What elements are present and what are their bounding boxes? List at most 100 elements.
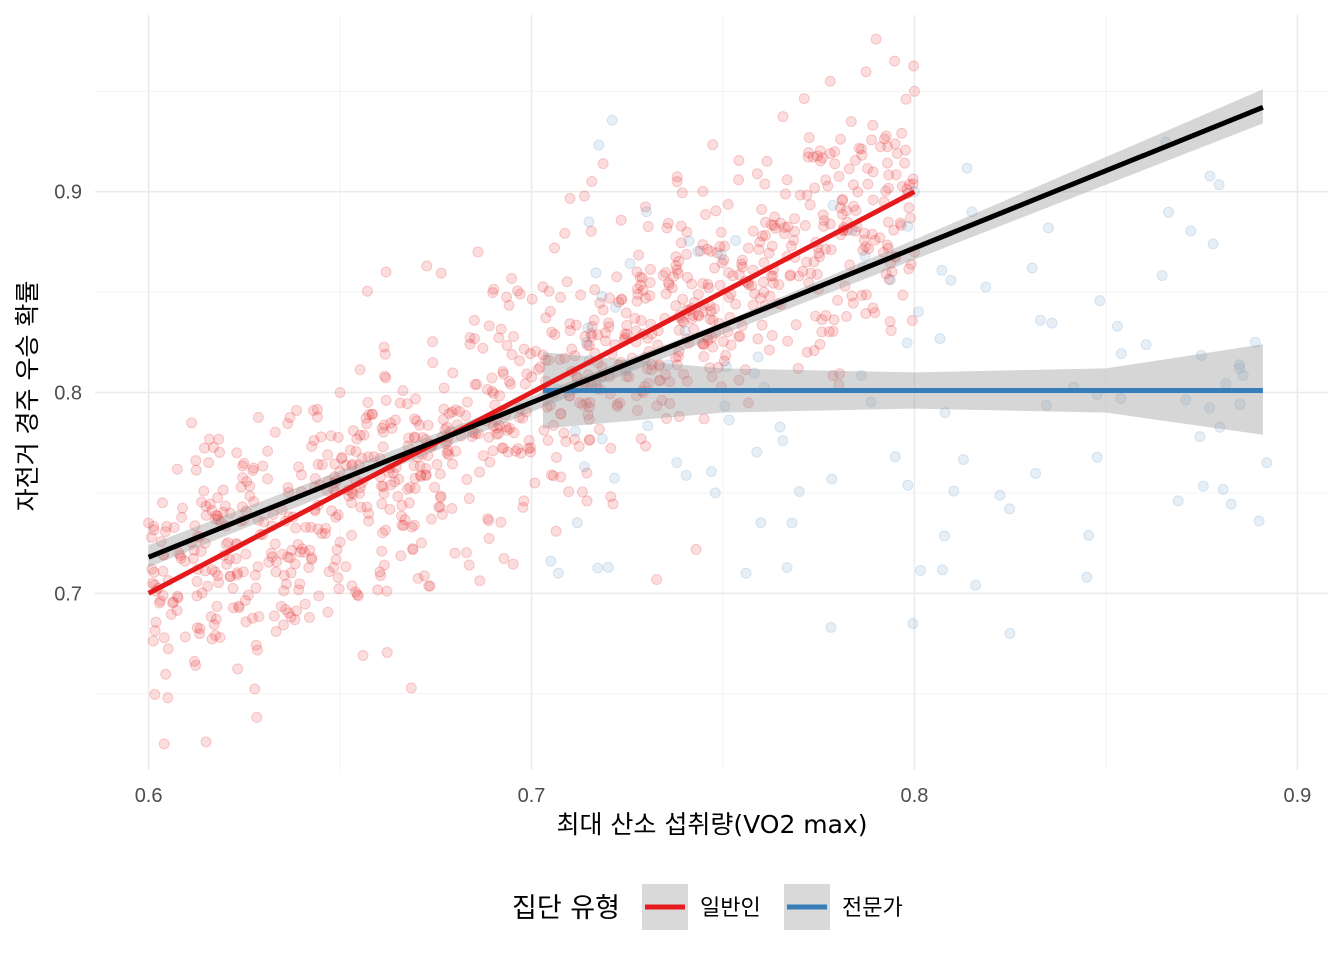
scatter-point — [1091, 451, 1103, 463]
scatter-point — [698, 338, 710, 350]
scatter-point — [820, 174, 832, 186]
scatter-point — [640, 206, 652, 218]
scatter-point — [824, 148, 836, 160]
scatter-point — [351, 433, 363, 445]
scatter-point — [758, 286, 770, 298]
scatter-point — [882, 216, 894, 228]
scatter-point — [672, 350, 684, 362]
scatter-point — [733, 174, 745, 186]
scatter-point — [270, 626, 282, 638]
scatter-point — [698, 351, 710, 363]
scatter-point — [213, 433, 225, 445]
x-tick-label: 0.7 — [518, 785, 546, 807]
scatter-point — [395, 550, 407, 562]
scatter-point — [802, 151, 814, 163]
scatter-point — [495, 323, 507, 335]
scatter-point — [756, 319, 768, 331]
scatter-point — [611, 398, 623, 410]
scatter-point — [190, 455, 202, 467]
scatter-point — [306, 554, 318, 566]
scatter-point — [224, 570, 236, 582]
scatter-point — [1083, 529, 1095, 541]
scatter-point — [299, 598, 311, 610]
scatter-point — [471, 378, 483, 390]
scatter-point — [449, 547, 461, 559]
scatter-point — [908, 60, 920, 72]
scatter-point — [247, 612, 259, 624]
scatter-point — [224, 570, 236, 582]
scatter-point — [506, 272, 518, 284]
scatter-point — [540, 312, 552, 324]
scatter-point — [644, 290, 656, 302]
scatter-point — [403, 497, 415, 509]
scatter-point — [970, 579, 982, 591]
scatter-point — [801, 256, 813, 268]
scatter-point — [407, 544, 419, 556]
scatter-point — [789, 213, 801, 225]
scatter-point — [154, 595, 166, 607]
scatter-point — [707, 139, 719, 151]
scatter-point — [187, 552, 199, 564]
scatter-point — [231, 447, 243, 459]
scatter-point — [232, 663, 244, 675]
scatter-point — [363, 409, 375, 421]
scatter-point — [571, 517, 583, 529]
scatter-point — [686, 313, 698, 325]
scatter-point — [1115, 348, 1127, 360]
scatter-point — [376, 545, 388, 557]
scatter-point — [410, 393, 422, 405]
scatter-point — [162, 643, 174, 655]
scatter-point — [880, 185, 892, 197]
scatter-point — [438, 382, 450, 394]
scatter-point — [231, 567, 243, 579]
scatter-point — [294, 578, 306, 590]
scatter-point — [683, 235, 695, 247]
scatter-point — [399, 514, 411, 526]
scatter-point — [903, 178, 915, 190]
scatter-point — [756, 203, 768, 215]
scatter-point — [857, 244, 869, 256]
scatter-point — [733, 269, 745, 281]
legend: 집단 유형 일반인 전문가 — [512, 884, 903, 930]
scatter-point — [1207, 238, 1219, 250]
scatter-point — [515, 447, 527, 459]
scatter-point — [483, 431, 495, 443]
scatter-point — [1234, 362, 1246, 374]
scatter-point — [895, 219, 907, 231]
scatter-point — [593, 423, 605, 435]
scatter-point — [832, 294, 844, 306]
scatter-point — [785, 269, 797, 281]
scatter-point — [874, 232, 886, 244]
scatter-point — [332, 431, 344, 443]
scatter-point — [882, 141, 894, 153]
scatter-point — [438, 403, 450, 415]
scatter-point — [495, 516, 507, 528]
scatter-point — [664, 376, 676, 388]
scatter-point — [512, 443, 524, 455]
scatter-point — [397, 385, 409, 397]
scatter-point — [688, 323, 700, 335]
scatter-point — [578, 461, 590, 473]
scatter-point — [147, 635, 159, 647]
scatter-point — [875, 141, 887, 153]
scatter-point — [186, 417, 198, 429]
scatter-point — [346, 460, 358, 472]
scatter-point — [681, 226, 693, 238]
y-tick-label: 0.9 — [54, 182, 82, 204]
scatter-point — [907, 178, 919, 190]
scatter-point — [344, 444, 356, 456]
scatter-point — [866, 228, 878, 240]
scatter-point — [660, 288, 672, 300]
scatter-point — [671, 264, 683, 276]
scatter-point — [217, 484, 229, 496]
scatter-point — [537, 349, 549, 361]
scatter-point — [534, 361, 546, 373]
scatter-point — [179, 631, 191, 643]
scatter-point — [303, 562, 315, 574]
scatter-point — [786, 517, 798, 529]
scatter-point — [351, 589, 363, 601]
scatter-point — [282, 482, 294, 494]
scatter-point — [488, 387, 500, 399]
scatter-point — [581, 495, 593, 507]
scatter-point — [867, 302, 879, 314]
